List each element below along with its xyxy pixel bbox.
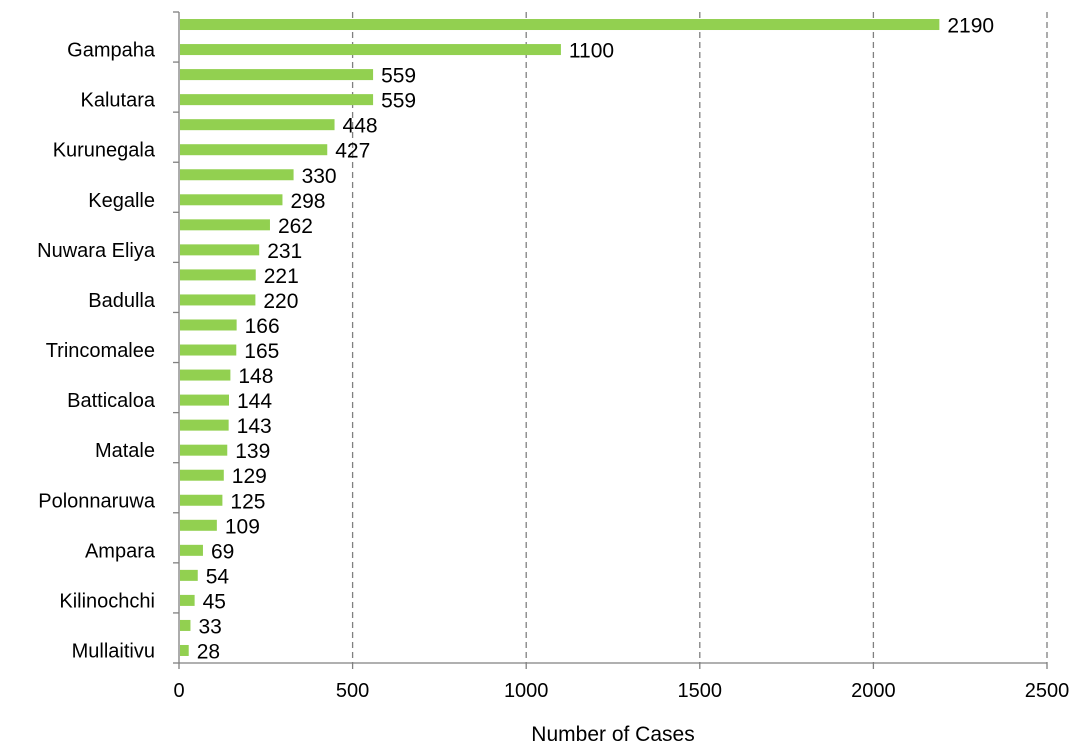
category-label: Polonnaruwa <box>38 490 156 512</box>
x-tick-label: 1000 <box>504 680 549 702</box>
value-label: 559 <box>381 65 416 88</box>
value-labels: 2190110055955944842733029826223122122016… <box>197 15 994 664</box>
bar <box>180 620 190 631</box>
bar <box>180 44 561 55</box>
value-label: 54 <box>206 565 230 588</box>
bar <box>180 470 224 481</box>
value-label: 143 <box>237 415 272 438</box>
bar <box>180 169 294 180</box>
grid-lines <box>353 12 1047 663</box>
bar <box>180 194 282 205</box>
value-label: 109 <box>225 515 260 538</box>
value-label: 559 <box>381 90 416 113</box>
axes <box>173 12 1047 669</box>
bar <box>180 645 189 656</box>
bar <box>180 495 222 506</box>
value-label: 144 <box>237 390 272 413</box>
category-label: Kalutara <box>81 90 156 112</box>
bar <box>180 69 373 80</box>
x-tick-label: 0 <box>173 680 184 702</box>
value-label: 262 <box>278 215 313 238</box>
value-label: 2190 <box>947 15 994 38</box>
bar <box>180 19 939 30</box>
category-label: Kilinochchi <box>59 590 155 612</box>
value-label: 139 <box>235 440 270 463</box>
x-tick-label: 1500 <box>678 680 723 702</box>
bar <box>180 545 203 556</box>
x-axis-title: Number of Cases <box>531 723 694 746</box>
value-label: 330 <box>302 165 337 188</box>
value-label: 45 <box>203 590 226 613</box>
category-label: Badulla <box>88 290 156 312</box>
value-label: 221 <box>264 265 299 288</box>
category-label: Kegalle <box>88 190 155 212</box>
bar <box>180 395 229 406</box>
bar <box>180 294 255 305</box>
value-label: 165 <box>244 340 279 363</box>
bar <box>180 144 327 155</box>
x-tick-label: 500 <box>336 680 369 702</box>
value-label: 220 <box>263 290 298 313</box>
value-label: 28 <box>197 640 220 663</box>
category-labels: Gampaha Kalutara Kurunegala Kegalle Nuwara E… <box>37 40 156 663</box>
value-label: 148 <box>238 365 273 388</box>
value-label: 1100 <box>569 40 614 63</box>
x-tick-label: 2500 <box>1025 680 1070 702</box>
value-label: 33 <box>198 615 221 638</box>
bar <box>180 244 259 255</box>
category-label: Batticaloa <box>67 390 156 412</box>
value-label: 69 <box>211 540 234 563</box>
x-tick-labels: 0 500 1000 1500 2000 2500 <box>173 680 1069 702</box>
category-label: Gampaha <box>67 40 156 62</box>
bar <box>180 219 270 230</box>
bar <box>180 119 335 130</box>
category-label: Trincomalee <box>46 340 155 362</box>
bar <box>180 520 217 531</box>
category-label: Kurunegala <box>53 140 156 162</box>
value-label: 231 <box>267 240 302 263</box>
bar <box>180 570 198 581</box>
value-label: 125 <box>230 490 265 513</box>
bars <box>180 19 939 656</box>
bar <box>180 445 227 456</box>
value-label: 129 <box>232 465 267 488</box>
bar <box>180 94 373 105</box>
value-label: 427 <box>335 140 370 163</box>
bar <box>180 319 237 330</box>
category-label: Nuwara Eliya <box>37 240 156 262</box>
category-label: Mullaitivu <box>72 640 155 662</box>
category-label: Matale <box>95 440 155 462</box>
category-label: Ampara <box>85 540 156 562</box>
value-label: 166 <box>245 315 280 338</box>
value-label: 448 <box>343 115 378 138</box>
bar <box>180 269 256 280</box>
x-tick-label: 2000 <box>851 680 896 702</box>
bar <box>180 595 195 606</box>
value-label: 298 <box>290 190 325 213</box>
bar <box>180 370 230 381</box>
bar <box>180 345 236 356</box>
bar <box>180 420 229 431</box>
